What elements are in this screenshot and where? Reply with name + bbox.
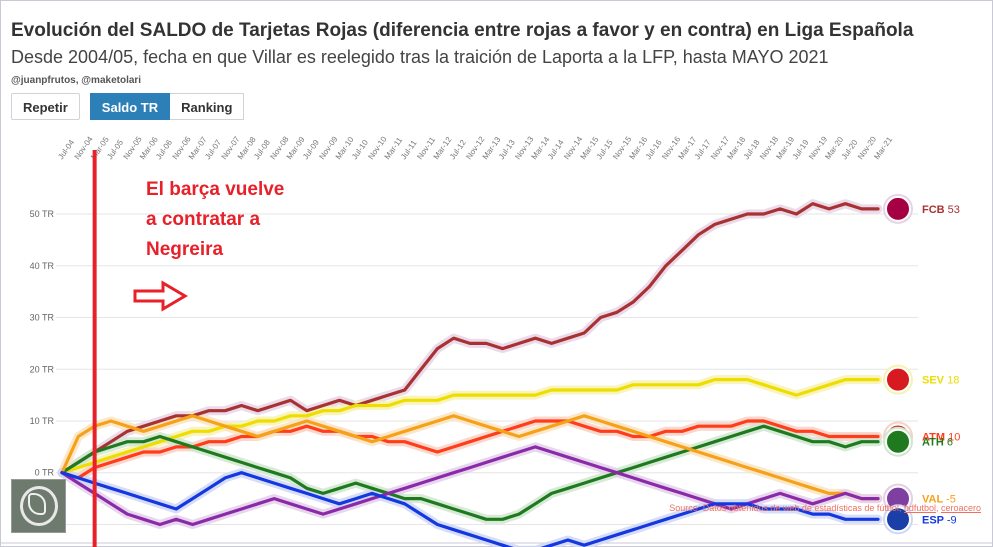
series-end-value: -9: [947, 514, 957, 526]
series-badge-sev-icon: [885, 366, 911, 393]
series-end-name: VAL: [922, 494, 946, 506]
series-end-value: 53: [948, 204, 960, 216]
ranking-button[interactable]: Ranking: [170, 93, 245, 120]
page-subtitle: Desde 2004/05, fecha en que Villar es re…: [11, 47, 829, 67]
series-end-label: ESP -9: [922, 514, 957, 526]
source-link-bdfutbol[interactable]: bdfutbol: [903, 503, 936, 513]
series-badge-esp-icon: [885, 506, 911, 533]
annotation-line-2: a contratar a: [146, 209, 261, 230]
series-line-sev: [60, 378, 880, 475]
saldo-tr-button[interactable]: Saldo TR: [89, 93, 171, 120]
annotation-line-3: Negreira: [146, 239, 224, 260]
series-end-value: 10: [948, 432, 960, 444]
y-tick-label: 50 TR: [30, 209, 55, 219]
channel-logo: [11, 479, 66, 533]
right-arrow-icon: [133, 280, 188, 312]
series-end-name: SEV: [922, 375, 947, 387]
series-end-name: ATH: [922, 437, 947, 449]
annotation-text: El barça vuelve a contratar a Negreira: [146, 175, 346, 265]
series-end-label: SEV 18: [922, 375, 959, 387]
page-title: Evolución del SALDO de Tarjetas Rojas (d…: [11, 20, 914, 41]
y-tick-label: 0 TR: [35, 468, 55, 478]
series-badge-ath-icon: [885, 428, 911, 455]
series-end-name: ESP: [922, 514, 947, 526]
annotation-line-1: El barça vuelve: [146, 179, 285, 200]
source-separator: ,: [935, 503, 941, 513]
y-tick-label: 20 TR: [30, 364, 55, 374]
series-line-atm: [60, 419, 880, 480]
series-end-label: FCB 53: [922, 204, 960, 216]
logo-mark-icon: [28, 493, 46, 515]
series-end-name: FCB: [922, 204, 948, 216]
credits: @juanpfrutos, @maketolari: [11, 75, 142, 86]
logo-circle-icon: [20, 486, 58, 526]
series-line-esp: [60, 471, 880, 547]
y-tick-label: 30 TR: [30, 313, 55, 323]
series-end-label: VAL -5: [922, 494, 956, 506]
series-line-fcb: [60, 202, 880, 475]
series-line-val: [60, 414, 880, 501]
series-end-value: -5: [946, 494, 956, 506]
series-end-name: ATM: [922, 432, 948, 444]
source-note: Source: Datos obtenidos de web de estadí…: [669, 503, 981, 513]
series-end-label: ATH 6: [922, 437, 953, 449]
series-badge-fcb-icon: [885, 195, 911, 222]
view-buttons: Repetir Saldo TR Ranking: [11, 93, 245, 120]
series-end-label: ATM 10: [922, 432, 960, 444]
series-end-value: 18: [947, 375, 959, 387]
source-prefix: Source: Datos obtenidos de web de estadí…: [669, 503, 904, 513]
series-line-unlabeled: [60, 445, 880, 527]
series-end-value: 6: [947, 437, 953, 449]
y-tick-label: 40 TR: [30, 261, 55, 271]
y-tick-label: 10 TR: [30, 416, 55, 426]
repeat-button[interactable]: Repetir: [11, 93, 80, 120]
source-link-ceroacero[interactable]: ceroacero: [940, 503, 981, 513]
series-line-ath: [60, 424, 880, 521]
